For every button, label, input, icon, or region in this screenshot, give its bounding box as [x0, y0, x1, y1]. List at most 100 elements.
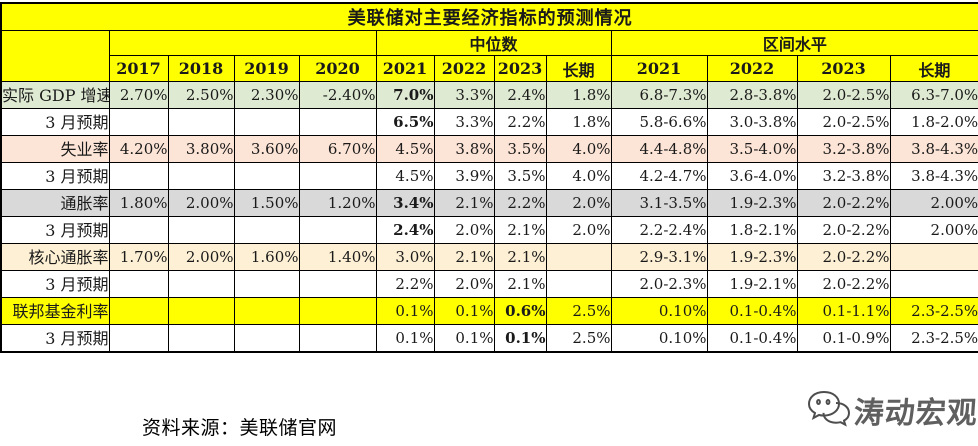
data-cell	[233, 270, 300, 298]
data-cell: 2.3-2.5%	[889, 297, 978, 325]
fed-forecast-table: 美联储对主要经济指标的预测情况 中位数 区间水平 2017 2018 2019 202…	[0, 2, 978, 353]
year-header-cell: 2022	[433, 55, 495, 82]
table-row: 3 月预期 0.1% 0.1% 0.1% 2.5% 0.10% 0.1-0.4% 0.1-0.…	[0, 324, 978, 353]
data-cell	[545, 243, 612, 271]
row-label: 3 月预期	[0, 216, 110, 244]
data-cell: 0.1-0.9%	[796, 324, 891, 353]
data-cell: 3.0%	[375, 243, 435, 271]
data-cell: 2.30%	[233, 81, 300, 109]
data-cell: -2.40%	[298, 81, 377, 109]
data-cell	[108, 216, 169, 244]
data-cell	[167, 270, 235, 298]
watermark-text: 涛动宏观	[852, 396, 978, 431]
data-cell	[108, 108, 169, 136]
data-cell: 2.8-3.8%	[706, 81, 798, 109]
data-cell: 0.1%	[493, 324, 547, 353]
data-cell: 4.5%	[375, 162, 435, 190]
data-cell: 2.0%	[433, 216, 495, 244]
data-cell	[233, 162, 300, 190]
data-cell: 4.2-4.7%	[610, 162, 708, 190]
row-label: 3 月预期	[0, 270, 110, 298]
data-cell: 0.1%	[375, 297, 435, 325]
data-cell: 6.8-7.3%	[610, 81, 708, 109]
data-cell: 2.5%	[545, 297, 612, 325]
table-row: 失业率 4.20% 3.80% 3.60% 6.70% 4.5% 3.8% 3.5% 4.0% 4…	[0, 135, 978, 163]
data-cell: 2.3-2.5%	[889, 324, 978, 353]
table-title: 美联储对主要经济指标的预测情况	[0, 2, 978, 31]
data-cell	[889, 270, 978, 298]
data-cell	[233, 216, 300, 244]
data-cell: 2.1%	[493, 270, 547, 298]
range-group-header: 区间水平	[610, 30, 978, 56]
data-cell: 3.60%	[233, 135, 300, 163]
row-label: 3 月预期	[0, 108, 110, 136]
title-row: 美联储对主要经济指标的预测情况	[0, 2, 978, 31]
median-group-header: 中位数	[375, 30, 612, 56]
data-cell: 4.0%	[545, 162, 612, 190]
year-header-cell: 长期	[545, 55, 612, 82]
data-cell: 2.00%	[889, 216, 978, 244]
data-cell	[298, 297, 377, 325]
group-header-row: 中位数 区间水平	[0, 30, 978, 82]
data-cell: 0.10%	[610, 297, 708, 325]
data-cell: 3.2-3.8%	[796, 135, 891, 163]
data-cell: 2.1%	[433, 189, 495, 217]
data-cell: 0.10%	[610, 324, 708, 353]
table-row: 3 月预期 4.5% 3.9% 3.5% 4.0% 4.2-4.7% 3.6-4.0% 3.2…	[0, 162, 978, 190]
data-cell: 2.2%	[375, 270, 435, 298]
data-cell: 3.1-3.5%	[610, 189, 708, 217]
data-cell: 0.1%	[375, 324, 435, 353]
data-cell	[167, 297, 235, 325]
data-cell: 2.0-2.2%	[796, 189, 891, 217]
data-cell: 3.5%	[493, 162, 547, 190]
year-header-cell: 2023	[493, 55, 547, 82]
data-cell: 3.2-3.8%	[796, 162, 891, 190]
data-cell: 2.0%	[433, 270, 495, 298]
data-cell: 2.0-2.2%	[796, 270, 891, 298]
row-label: 失业率	[0, 135, 110, 163]
data-cell: 4.4-4.8%	[610, 135, 708, 163]
data-cell: 2.50%	[167, 81, 235, 109]
indicator-column-header	[0, 30, 110, 82]
row-label: 实际 GDP 增速	[0, 81, 110, 109]
table-row: 通胀率 1.80% 2.00% 1.50% 1.20% 3.4% 2.1% 2.2% 2.0% 3…	[0, 189, 978, 217]
history-group-header	[108, 30, 377, 56]
data-cell: 2.1%	[433, 243, 495, 271]
data-cell: 2.0-2.3%	[610, 270, 708, 298]
data-cell	[233, 297, 300, 325]
data-cell: 3.8-4.3%	[889, 135, 978, 163]
data-cell	[108, 162, 169, 190]
data-cell: 2.0%	[545, 189, 612, 217]
data-cell: 3.9%	[433, 162, 495, 190]
data-cell: 2.2-2.4%	[610, 216, 708, 244]
data-cell: 1.9-2.3%	[706, 189, 798, 217]
data-cell	[298, 270, 377, 298]
data-cell: 3.3%	[433, 108, 495, 136]
data-cell: 2.5%	[545, 324, 612, 353]
data-cell: 2.70%	[108, 81, 169, 109]
data-cell	[167, 216, 235, 244]
table-row: 联邦基金利率 0.1% 0.1% 0.6% 2.5% 0.10% 0.1-0.4% 0.1-1…	[0, 297, 978, 325]
data-cell: 4.20%	[108, 135, 169, 163]
data-cell: 3.4%	[375, 189, 435, 217]
data-cell: 2.0-2.2%	[796, 243, 891, 271]
data-cell: 2.4%	[375, 216, 435, 244]
year-header-cell: 2023	[796, 55, 891, 82]
data-cell	[298, 162, 377, 190]
data-cell: 5.8-6.6%	[610, 108, 708, 136]
data-cell: 2.0%	[545, 216, 612, 244]
data-cell: 1.8-2.1%	[706, 216, 798, 244]
data-cell: 2.00%	[889, 189, 978, 217]
data-cell: 6.3-7.0%	[889, 81, 978, 109]
data-cell	[298, 108, 377, 136]
data-cell: 3.8-4.3%	[889, 162, 978, 190]
data-cell: 3.6-4.0%	[706, 162, 798, 190]
data-cell: 2.0-2.2%	[796, 216, 891, 244]
table-row: 实际 GDP 增速 2.70% 2.50% 2.30% -2.40% 7.0% 3.3% 2.…	[0, 81, 978, 109]
data-cell: 1.20%	[298, 189, 377, 217]
data-cell	[167, 162, 235, 190]
data-cell: 1.9-2.1%	[706, 270, 798, 298]
watermark: 涛动宏观	[806, 384, 978, 436]
year-header-cell: 2021	[610, 55, 708, 82]
